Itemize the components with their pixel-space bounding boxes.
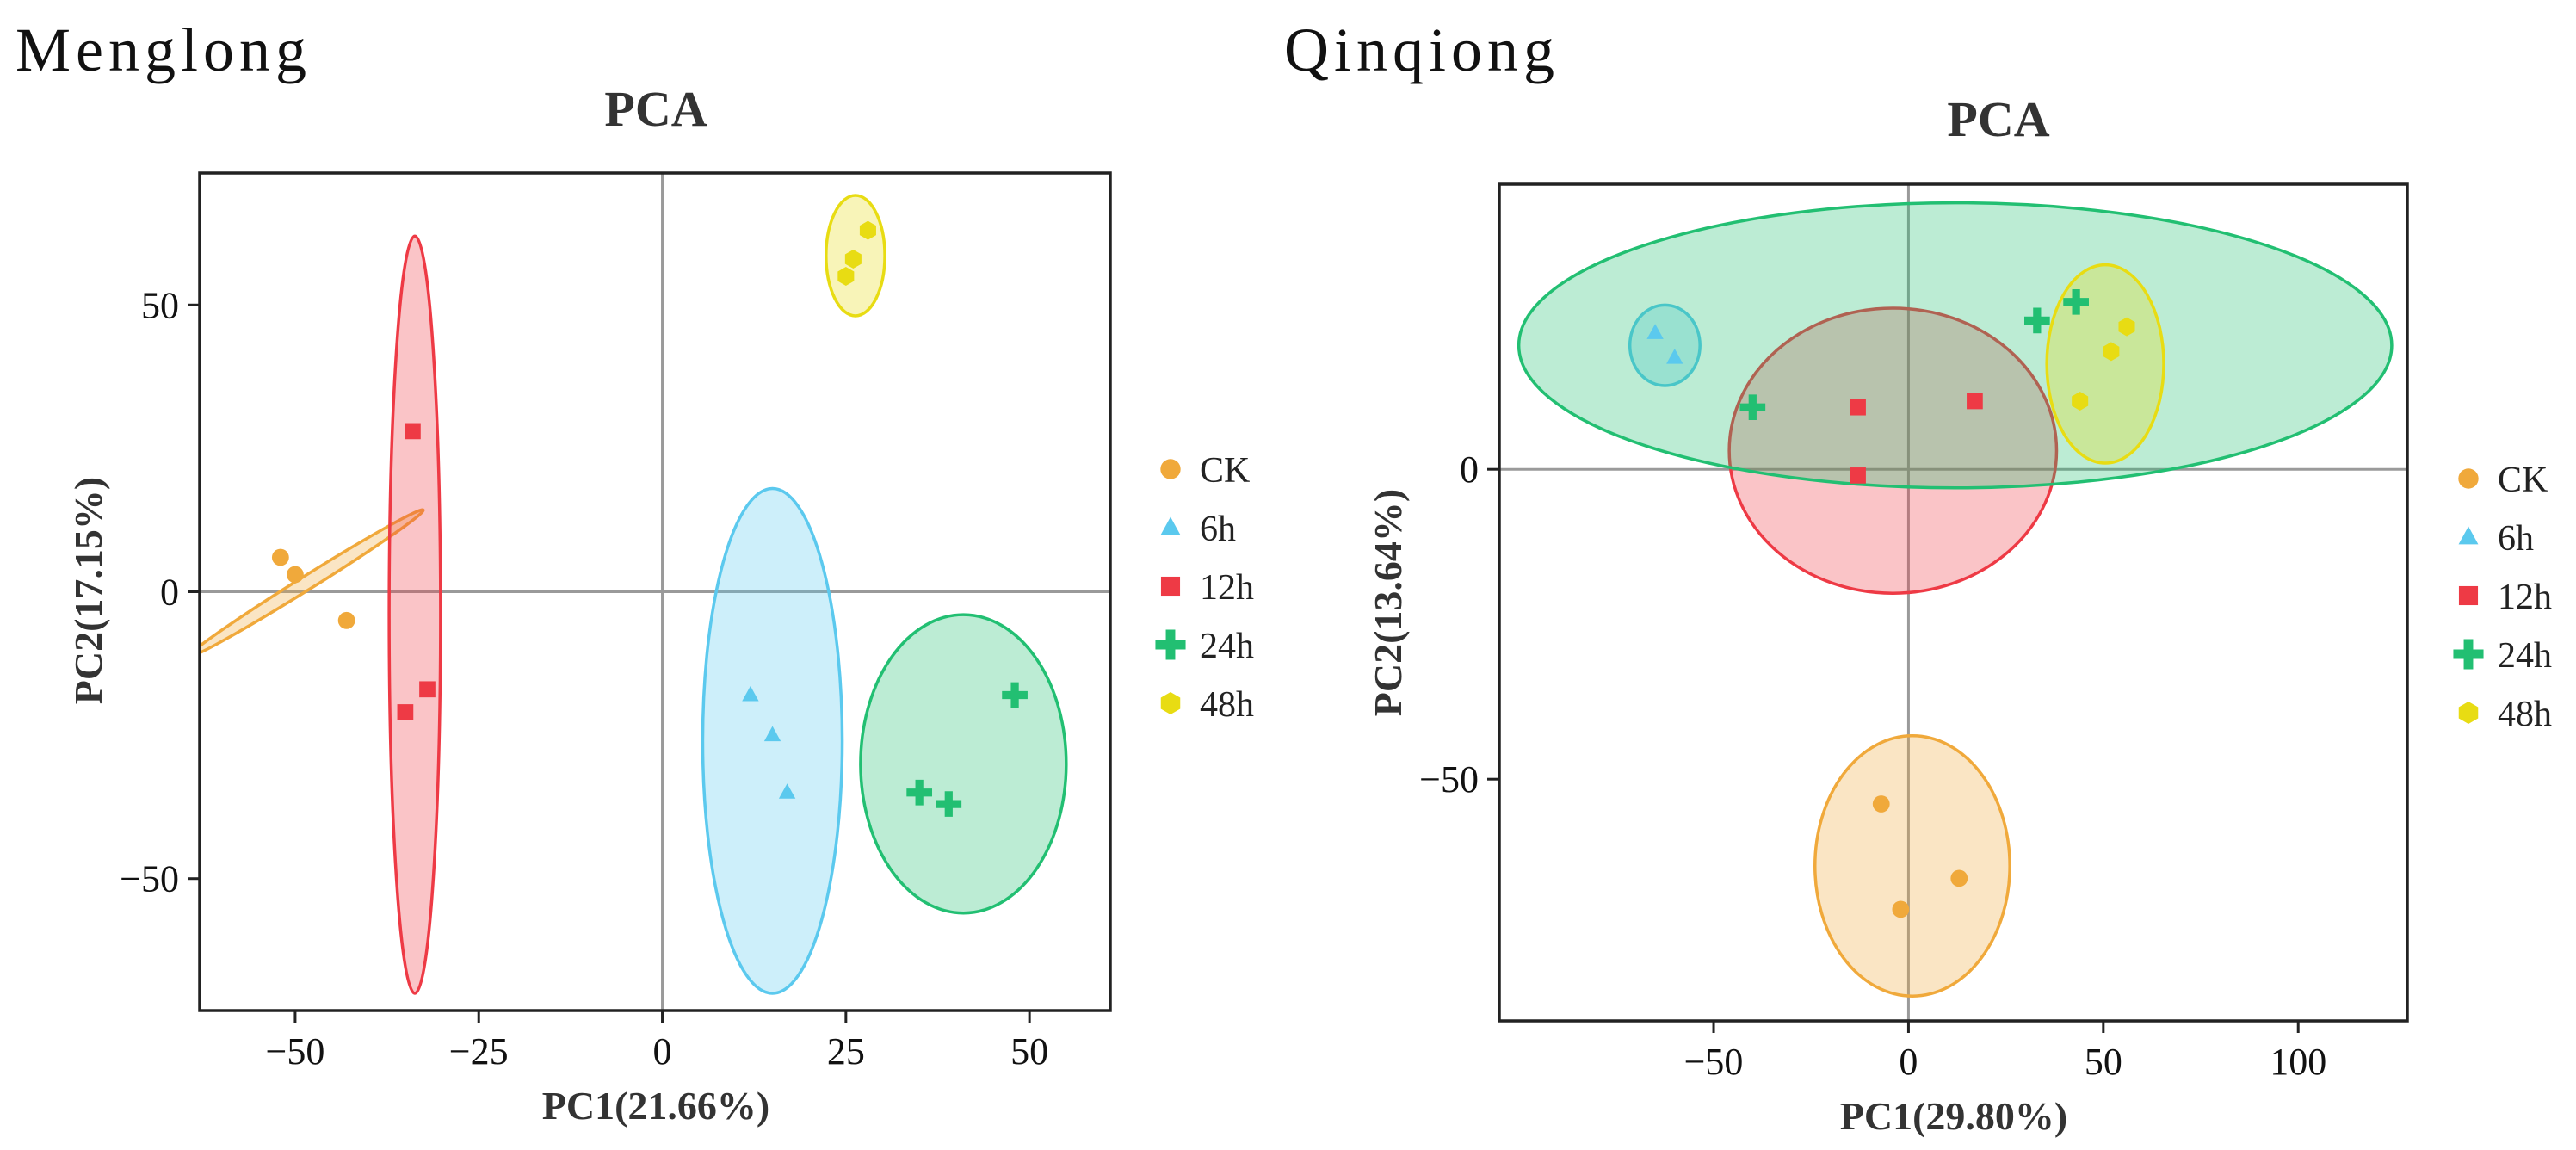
point-24h-3 [2063, 288, 2089, 315]
x-tick-label: 50 [2085, 1041, 2122, 1083]
point-ck-1 [1872, 795, 1890, 813]
point-ck-3 [1950, 869, 1968, 887]
panel-title-menglong: Menglong [15, 15, 312, 84]
legend-key-48h [2458, 702, 2479, 724]
legend-item-ck: CK [2458, 461, 2548, 500]
legend-label: CK [2498, 461, 2548, 500]
point-6h-1 [1646, 324, 1664, 339]
point-48h-3 [859, 220, 876, 240]
point-48h-2 [2103, 342, 2120, 362]
legend-item-12h: 12h [2458, 578, 2552, 617]
x-tick-label: 25 [827, 1030, 865, 1073]
legend-key-24h [1155, 629, 1186, 660]
legend-key-12h [1160, 576, 1181, 597]
legend-key-6h [2458, 526, 2479, 545]
point-6h-3 [778, 783, 796, 799]
legend-item-48h: 48h [2458, 695, 2552, 734]
point-12h-3 [1967, 393, 1983, 410]
plot-area-menglong: −50 −25 0 25 50 −50 0 50 [120, 171, 1112, 1073]
x-axis-label-qinqiong: PC1(29.80%) [1840, 1094, 2067, 1138]
point-48h-2 [844, 249, 862, 269]
point-12h-1 [1850, 399, 1866, 416]
legend-label: 12h [2498, 578, 2552, 617]
point-ck-3 [337, 611, 355, 629]
point-24h-3 [936, 791, 962, 817]
x-tick-label: 50 [1010, 1030, 1048, 1073]
x-tick-label: 0 [1899, 1041, 1918, 1083]
point-ck-2 [1892, 900, 1910, 918]
y-tick-label: 0 [1460, 448, 1479, 491]
legend-key-6h [1160, 516, 1181, 535]
ellipse-48h [2045, 263, 2165, 465]
legend-key-ck [1160, 459, 1181, 479]
y-axis-label-menglong: PC2(17.15%) [66, 477, 110, 704]
y-axis-label-qinqiong: PC2(13.64%) [1366, 489, 1410, 716]
ellipse-6h [1628, 303, 1702, 387]
chart-title-qinqiong: PCA [1947, 91, 2049, 147]
point-12h-1 [405, 423, 421, 440]
legend-item-48h: 48h [1160, 685, 1254, 725]
x-tick-label: 100 [2270, 1041, 2326, 1083]
y-tick-label: −50 [1419, 758, 1479, 801]
x-tick-label: −50 [266, 1030, 325, 1073]
point-6h-2 [763, 726, 781, 742]
legend-item-6h: 6h [2458, 519, 2534, 559]
chart-title-menglong: PCA [604, 81, 707, 137]
x-axis-label-menglong: PC1(21.66%) [542, 1084, 769, 1128]
ellipse-12h [1727, 306, 2059, 595]
legend-qinqiong: CK 6h 12h 24h 48h [2453, 461, 2552, 734]
point-ck-1 [271, 548, 289, 566]
legend-item-6h: 6h [1160, 510, 1236, 549]
legend-key-24h [2453, 639, 2484, 670]
point-6h-1 [742, 685, 759, 702]
point-6h-2 [1666, 349, 1683, 364]
point-48h-1 [837, 266, 855, 286]
point-24h-1 [1002, 682, 1028, 708]
x-tick-label: −25 [449, 1030, 509, 1073]
y-tick-label: −50 [120, 858, 179, 900]
qinqiong-panel: Qinqiong PCA −50 0 50 100 −50 0 PC1(29.80%) P… [1284, 15, 2552, 1138]
legend-item-24h: 24h [2453, 636, 2552, 676]
legend-item-ck: CK [1160, 451, 1250, 491]
point-ck-2 [287, 566, 304, 584]
point-24h-1 [1739, 394, 1766, 421]
point-12h-3 [397, 704, 414, 720]
legend-item-12h: 12h [1160, 568, 1254, 608]
ellipse-24h [859, 613, 1068, 915]
x-tick-label: −50 [1684, 1041, 1744, 1083]
point-24h-2 [2023, 307, 2050, 334]
legend-label: 12h [1200, 568, 1254, 608]
legend-label: 48h [1200, 685, 1254, 725]
point-48h-3 [2118, 317, 2135, 337]
plot-frame [1498, 182, 2409, 1023]
legend-label: CK [1200, 451, 1250, 491]
legend-label: 6h [2498, 519, 2534, 559]
ellipse-ck [1813, 734, 2011, 998]
legend-label: 24h [1200, 627, 1254, 666]
legend-menglong: CK 6h 12h 24h 48h [1155, 451, 1254, 725]
legend-item-24h: 24h [1155, 627, 1254, 666]
x-tick-label: 0 [653, 1030, 672, 1073]
menglong-panel: Menglong PCA −50 −25 0 25 50 −50 0 50 PC1(21.66… [15, 15, 1254, 1128]
legend-key-48h [1160, 692, 1181, 714]
plot-area-qinqiong: −50 0 50 100 −50 0 [1419, 182, 2409, 1083]
legend-key-12h [2458, 585, 2479, 606]
panel-title-qinqiong: Qinqiong [1284, 15, 1560, 84]
legend-label: 24h [2498, 636, 2552, 676]
y-tick-label: 50 [141, 284, 179, 326]
ellipse-24h [1517, 201, 2394, 490]
legend-key-ck [2458, 468, 2479, 489]
point-48h-1 [2072, 392, 2089, 411]
point-12h-2 [1850, 467, 1866, 484]
ellipse-12h [387, 234, 442, 995]
legend-label: 48h [2498, 695, 2552, 734]
legend-label: 6h [1200, 510, 1236, 549]
point-24h-2 [906, 779, 933, 806]
point-12h-2 [419, 681, 436, 698]
y-tick-label: 0 [160, 572, 179, 614]
